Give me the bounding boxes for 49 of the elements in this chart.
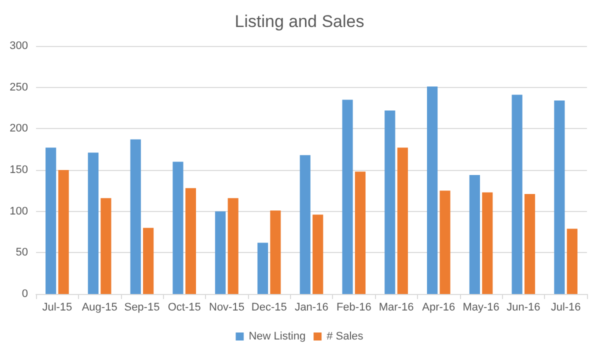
- bar: [554, 100, 565, 294]
- y-tick-label: 100: [10, 205, 28, 218]
- y-tick-label: 300: [10, 40, 28, 52]
- bar: [384, 110, 396, 294]
- bar: [88, 152, 99, 294]
- x-tick-label: Jun-16: [506, 302, 540, 314]
- bar: [58, 170, 69, 294]
- chart-title: Listing and Sales: [234, 12, 364, 31]
- x-tick-label: Oct-15: [168, 302, 201, 314]
- bar: [185, 188, 196, 294]
- bar: [440, 190, 450, 294]
- legend-label: # Sales: [326, 330, 364, 342]
- x-tick-label: Feb-16: [336, 302, 372, 314]
- bar: [354, 172, 366, 294]
- y-tick-label: 50: [16, 246, 28, 259]
- bar: [512, 94, 522, 294]
- x-tick-label: Jul-15: [42, 302, 72, 314]
- x-tick-label: Nov-15: [208, 302, 244, 314]
- bar: [342, 100, 353, 294]
- bar: [228, 198, 238, 294]
- x-tick-label: Sep-15: [124, 302, 160, 314]
- x-tick-label: Dec-15: [251, 302, 287, 314]
- bar: [270, 210, 281, 294]
- legend-label: New Listing: [248, 330, 306, 342]
- x-tick-label: Jul-16: [550, 302, 581, 314]
- bar: [300, 155, 310, 294]
- y-tick-label: 200: [10, 122, 28, 135]
- bar: [100, 198, 112, 294]
- bar: [143, 228, 154, 294]
- bar: [215, 211, 226, 294]
- bar: [469, 174, 480, 294]
- bar: [566, 228, 578, 294]
- bar: [257, 242, 268, 294]
- bar: [482, 192, 493, 294]
- x-tick-label: Jan-16: [294, 302, 328, 314]
- x-tick-label: May-16: [462, 302, 500, 314]
- bar: [524, 194, 536, 294]
- y-tick-label: 150: [10, 164, 28, 176]
- bar: [130, 139, 141, 294]
- x-tick-label: Mar-16: [378, 302, 414, 314]
- x-tick-label: Apr-16: [422, 302, 456, 314]
- bar: [172, 162, 184, 294]
- y-tick-label: 250: [10, 81, 28, 94]
- bar: [427, 86, 438, 294]
- bar: [46, 148, 56, 294]
- bar: [312, 214, 324, 294]
- y-tick-label: 0: [22, 288, 28, 300]
- bar: [397, 148, 408, 294]
- x-tick-label: Aug-15: [82, 302, 118, 314]
